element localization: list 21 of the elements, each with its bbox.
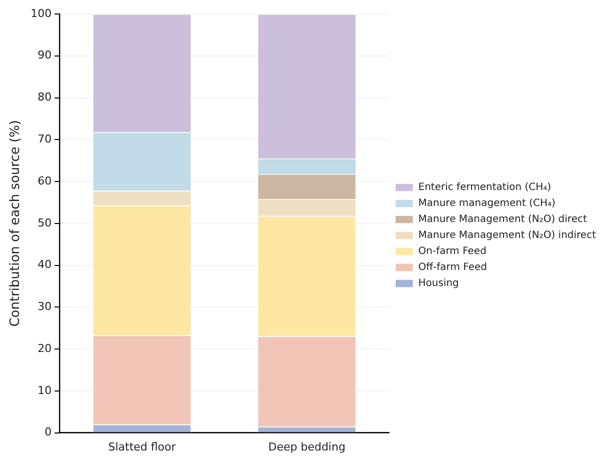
- x-tick-label: Slatted floor: [108, 440, 176, 454]
- x-tick-label: Deep bedding: [268, 440, 346, 454]
- legend-label: Enteric fermentation (CH₄): [418, 182, 552, 194]
- y-tick-label: 100: [30, 6, 52, 20]
- y-tick-label: 60: [38, 174, 52, 188]
- y-tick-label: 30: [38, 300, 52, 314]
- legend-label: Manure Management (N₂O) direct: [418, 214, 587, 226]
- legend-label: On-farm Feed: [418, 246, 486, 258]
- legend-label: Manure Management (N₂O) indirect: [418, 230, 596, 242]
- y-tick-label: 50: [38, 216, 52, 230]
- y-tick-label: 0: [44, 426, 52, 439]
- legend-label: Off-farm Feed: [418, 262, 487, 274]
- y-tick-label: 10: [38, 384, 52, 397]
- legend-label: Housing: [418, 278, 459, 290]
- y-tick-label: 20: [38, 342, 52, 355]
- y-tick-label: 80: [38, 90, 52, 104]
- y-axis-title: Contribution of each source (%): [8, 120, 24, 327]
- y-tick-label: 90: [38, 48, 52, 62]
- y-tick-label: 70: [38, 132, 52, 146]
- y-tick-label: 40: [38, 258, 52, 272]
- legend-label: Manure management (CH₄): [418, 198, 556, 210]
